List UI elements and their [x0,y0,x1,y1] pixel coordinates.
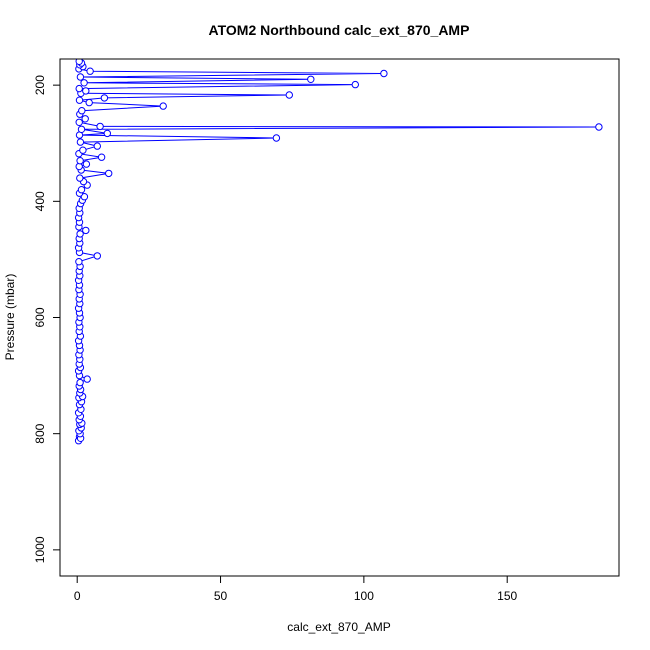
y-axis: 200 400 600 800 1000 [33,75,61,563]
data-point [595,123,603,131]
data-point [77,125,86,134]
data-point [76,157,84,165]
series-group [74,59,603,445]
data-point [272,134,281,142]
data-point [75,96,84,104]
x-tick-label: 100 [354,589,374,603]
x-tick-label: 0 [74,589,81,603]
data-point [76,174,84,182]
data-point [97,153,106,161]
data-point [380,69,388,78]
data-point [79,146,87,154]
data-point [78,107,86,115]
data-point [76,138,85,146]
data-point [159,102,167,110]
data-point [75,84,83,93]
data-point [75,59,83,65]
x-tick-label: 50 [214,589,228,603]
data-point [80,79,88,87]
data-point [82,226,90,235]
y-tick-label: 600 [33,307,47,327]
data-point [75,118,83,127]
x-tick-label: 150 [497,589,517,603]
data-point [93,252,102,260]
data-point [96,122,104,131]
y-tick-label: 200 [33,75,47,95]
data-point [86,67,94,75]
data-point [80,193,89,201]
y-tick-label: 800 [33,423,47,443]
data-point [103,129,112,138]
x-axis-label: calc_ext_870_AMP [287,620,390,634]
data-point [82,87,90,95]
data-point [85,98,93,107]
data-point [76,73,85,81]
data-point [307,75,315,84]
y-axis-label: Pressure (mbar) [3,274,17,361]
y-tick-label: 400 [33,191,47,211]
data-point [81,115,89,123]
x-axis: 0 50 100 150 [74,575,518,603]
series-layer [74,59,603,445]
chart-title: ATOM2 Northbound calc_ext_870_AMP [209,22,470,38]
data-point [83,375,91,383]
data-point [75,258,83,266]
data-point [351,80,359,89]
data-point [93,142,102,150]
y-tick-label: 1000 [33,536,47,563]
data-point [105,169,113,178]
data-point [76,230,84,238]
data-point [77,186,86,194]
data-point [285,91,293,99]
data-point [100,94,109,102]
data-point [76,378,84,387]
data-point [82,160,91,168]
